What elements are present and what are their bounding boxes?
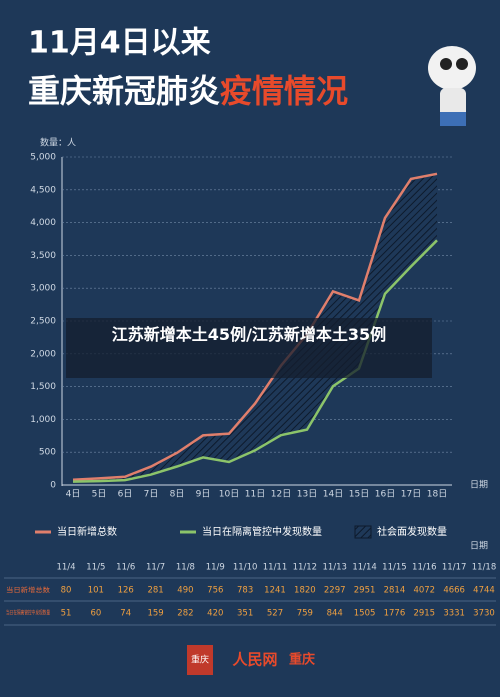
y-axis-label: 数量：人	[40, 137, 76, 149]
region: 重庆	[289, 652, 315, 668]
table-cell: 756	[207, 586, 223, 596]
table-cell: 2814	[384, 586, 406, 596]
series-line	[72, 172, 438, 482]
table-cell: 783	[237, 586, 253, 596]
legend-label: 当日在隔离管控中发现数量	[202, 525, 322, 538]
x-tick-label: 11日	[245, 489, 265, 500]
table-cell: 2915	[413, 609, 435, 619]
table-cell: 1820	[294, 586, 316, 596]
table-cell: 490	[177, 586, 193, 596]
table-cell: 1241	[264, 586, 286, 596]
table-cell: 2297	[324, 586, 346, 596]
y-tick-label: 4,000	[30, 218, 56, 228]
x-tick-label: 8日	[170, 489, 185, 500]
table-cell: 1776	[384, 609, 406, 619]
y-tick-label: 1,000	[30, 415, 56, 425]
table-cell: 74	[120, 609, 131, 619]
table-date: 11/6	[116, 563, 135, 573]
x-tick-label: 7日	[144, 489, 159, 500]
logo-seal	[187, 645, 213, 675]
logo-text: 重庆	[191, 654, 209, 666]
table-date: 11/18	[472, 563, 497, 573]
x-tick-label: 17日	[401, 489, 421, 500]
table-cell: 420	[207, 609, 223, 619]
table-cell: 527	[267, 609, 283, 619]
table-cell: 351	[237, 609, 253, 619]
table-row-label: 当日在隔离管控中发现数量	[6, 609, 50, 617]
table-cell: 759	[297, 609, 313, 619]
table-cell: 844	[327, 609, 343, 619]
table-cell: 2951	[354, 586, 376, 596]
y-tick-label: 4,500	[30, 185, 56, 195]
table-cell: 282	[177, 609, 193, 619]
table-cell: 101	[88, 586, 104, 596]
table-date: 11/9	[206, 563, 225, 573]
title-accent: 疫情情况	[220, 72, 348, 110]
table-cell: 159	[147, 609, 163, 619]
x-tick-label: 16日	[375, 489, 395, 500]
brand: 人民网	[232, 651, 277, 669]
y-tick-label: 3,000	[30, 284, 56, 294]
table-date: 11/17	[442, 563, 467, 573]
y-tick-label: 500	[39, 448, 56, 458]
x-tick-label: 14日	[323, 489, 343, 500]
table-cell: 4744	[473, 586, 495, 596]
table-date: 11/10	[233, 563, 258, 573]
table-cell: 4666	[443, 586, 465, 596]
table-date: 11/4	[56, 563, 75, 573]
x-tick-label: 6日	[118, 489, 133, 500]
x-tick-label: 5日	[92, 489, 107, 500]
table-date: 11/8	[176, 563, 195, 573]
x-tick-label: 13日	[297, 489, 317, 500]
table-date: 11/5	[86, 563, 105, 573]
table-date: 11/7	[146, 563, 165, 573]
table-cell: 3331	[443, 609, 465, 619]
table-date: 11/12	[293, 563, 318, 573]
table-date: 11/15	[382, 563, 407, 573]
x-tick-label: 4日	[66, 489, 81, 500]
legend-label: 社会面发现数量	[377, 525, 447, 538]
table-date: 11/13	[322, 563, 347, 573]
title: 重庆新冠肺炎疫情情况	[28, 72, 348, 110]
table-date: 11/14	[352, 563, 377, 573]
y-tick-label: 1,500	[30, 382, 56, 392]
y-tick-label: 0	[50, 481, 56, 491]
y-tick-label: 2,500	[30, 317, 56, 327]
table-cell: 80	[61, 586, 72, 596]
table-cell: 126	[118, 586, 134, 596]
y-tick-label: 5,000	[30, 153, 56, 163]
table-cell: 4072	[413, 586, 435, 596]
table-date: 11/16	[412, 563, 437, 573]
x-tick-label: 12日	[271, 489, 291, 500]
table-header: 日期	[470, 541, 488, 552]
legend-label: 当日新增总数	[57, 525, 117, 538]
table-cell: 51	[61, 609, 72, 619]
x-tick-label: 10日	[219, 489, 239, 500]
x-axis-label: 日期	[470, 480, 488, 491]
subtitle: 11月4日以来	[28, 26, 211, 61]
table-row-label: 当日新增总数	[6, 585, 51, 594]
table-cell: 60	[90, 609, 101, 619]
table-cell: 281	[147, 586, 163, 596]
x-tick-label: 15日	[349, 489, 369, 500]
table-date: 11/11	[263, 563, 288, 573]
table-cell: 3730	[473, 609, 495, 619]
y-tick-label: 2,000	[30, 349, 56, 359]
title-main: 重庆新冠肺炎	[28, 72, 220, 110]
mascot	[428, 46, 476, 126]
x-tick-label: 18日	[427, 489, 447, 500]
legend-swatch	[354, 525, 372, 539]
x-tick-label: 9日	[196, 489, 211, 500]
overlay-caption: 江苏新增本土45例/江苏新增本土35例	[66, 318, 432, 378]
y-tick-label: 3,500	[30, 251, 56, 261]
table-cell: 1505	[354, 609, 376, 619]
